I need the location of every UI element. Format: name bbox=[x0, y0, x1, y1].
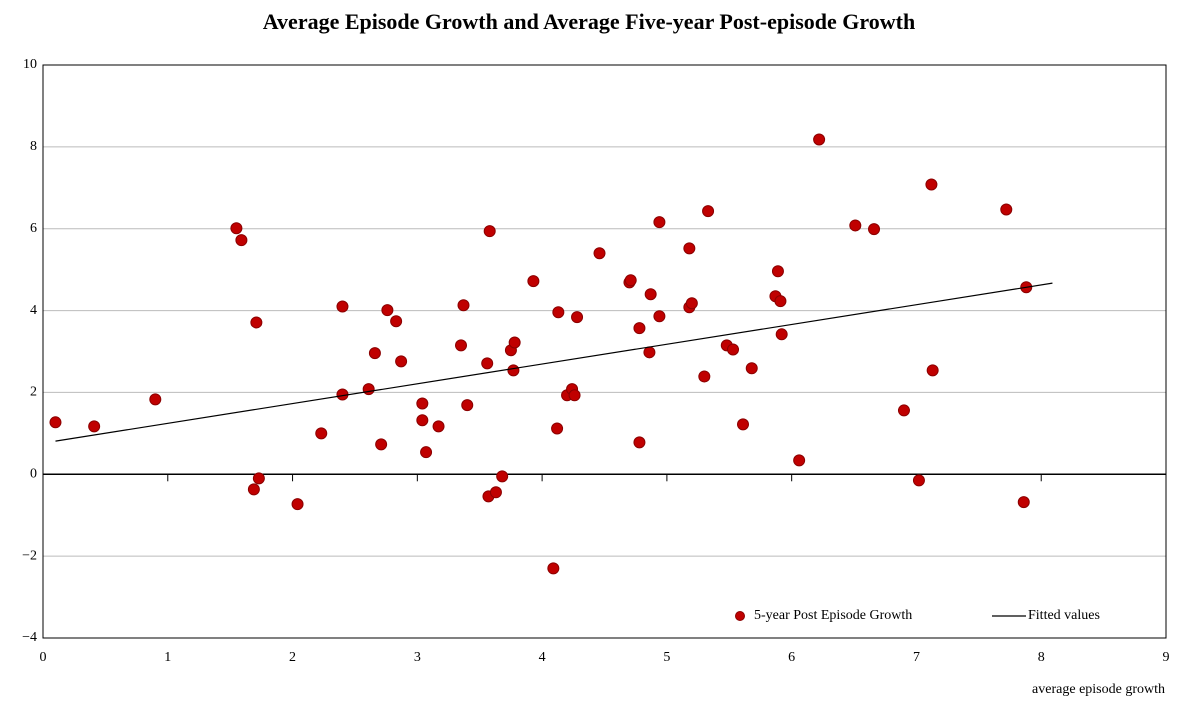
point bbox=[252, 472, 265, 485]
point bbox=[432, 420, 445, 433]
y-tick-label: 8 bbox=[30, 139, 37, 154]
plot-frame bbox=[42, 64, 1167, 639]
point bbox=[247, 483, 260, 496]
point bbox=[420, 446, 433, 459]
point bbox=[868, 223, 881, 236]
point bbox=[390, 315, 403, 328]
x-tick-label: 9 bbox=[1163, 650, 1170, 665]
point bbox=[235, 234, 248, 247]
point bbox=[849, 219, 862, 232]
point bbox=[455, 339, 468, 352]
y-tick-label: 2 bbox=[30, 385, 37, 400]
y-tick-label: 6 bbox=[30, 221, 37, 236]
point bbox=[368, 347, 381, 360]
point bbox=[925, 178, 938, 191]
point bbox=[527, 275, 540, 288]
x-tick-label: 3 bbox=[414, 650, 421, 665]
x-tick-label: 2 bbox=[289, 650, 296, 665]
point bbox=[508, 336, 521, 349]
point bbox=[644, 288, 657, 301]
point bbox=[643, 346, 656, 359]
y-tick-label: 4 bbox=[30, 303, 37, 318]
x-tick-label: 7 bbox=[913, 650, 920, 665]
point bbox=[653, 216, 666, 229]
x-tick-label: 8 bbox=[1038, 650, 1045, 665]
y-tick-label: 10 bbox=[23, 57, 37, 72]
point bbox=[49, 416, 62, 429]
point bbox=[653, 310, 666, 323]
point bbox=[593, 247, 606, 260]
point bbox=[727, 343, 740, 356]
point bbox=[416, 414, 429, 427]
point bbox=[771, 265, 784, 278]
point bbox=[291, 498, 304, 511]
point bbox=[813, 133, 826, 146]
point bbox=[547, 562, 560, 575]
point bbox=[774, 295, 787, 308]
point bbox=[698, 370, 711, 383]
point bbox=[315, 427, 328, 440]
point bbox=[552, 306, 565, 319]
x-tick-label: 1 bbox=[164, 650, 171, 665]
x-tick-label: 6 bbox=[788, 650, 795, 665]
point bbox=[1000, 203, 1013, 216]
y-tick-label: −4 bbox=[22, 630, 37, 645]
point bbox=[375, 438, 388, 451]
point bbox=[633, 322, 646, 335]
point bbox=[683, 242, 696, 255]
legend-label: 5-year Post Episode Growth bbox=[754, 608, 912, 623]
point bbox=[416, 397, 429, 410]
point bbox=[793, 454, 806, 467]
point bbox=[926, 364, 939, 377]
x-tick-label: 5 bbox=[663, 650, 670, 665]
legend-label: Fitted values bbox=[1028, 608, 1100, 623]
x-tick-label: 0 bbox=[40, 650, 47, 665]
point bbox=[381, 304, 394, 317]
point bbox=[551, 422, 564, 435]
point bbox=[481, 357, 494, 370]
chart-title: Average Episode Growth and Average Five-… bbox=[263, 9, 915, 34]
legend-marker bbox=[735, 611, 745, 621]
point bbox=[230, 222, 243, 235]
point bbox=[737, 418, 750, 431]
point bbox=[336, 300, 349, 313]
point bbox=[775, 328, 788, 341]
point bbox=[457, 299, 470, 312]
point bbox=[149, 393, 162, 406]
point bbox=[483, 225, 496, 238]
point bbox=[702, 205, 715, 218]
point bbox=[745, 362, 758, 375]
point bbox=[571, 311, 584, 324]
x-axis-label: average episode growth bbox=[1032, 682, 1165, 697]
point bbox=[624, 274, 637, 287]
point bbox=[250, 316, 263, 329]
point bbox=[507, 364, 520, 377]
point bbox=[461, 399, 474, 412]
point bbox=[395, 355, 408, 368]
point bbox=[362, 383, 375, 396]
point bbox=[88, 420, 101, 433]
point bbox=[897, 404, 910, 417]
y-tick-label: 0 bbox=[30, 467, 37, 482]
point bbox=[496, 470, 509, 483]
fitted-line bbox=[55, 282, 1053, 442]
x-tick-label: 4 bbox=[539, 650, 546, 665]
point bbox=[912, 474, 925, 487]
point bbox=[489, 486, 502, 499]
y-tick-label: −2 bbox=[22, 548, 37, 563]
point bbox=[1017, 496, 1030, 509]
point bbox=[568, 389, 581, 402]
point bbox=[685, 297, 698, 310]
point bbox=[633, 436, 646, 449]
